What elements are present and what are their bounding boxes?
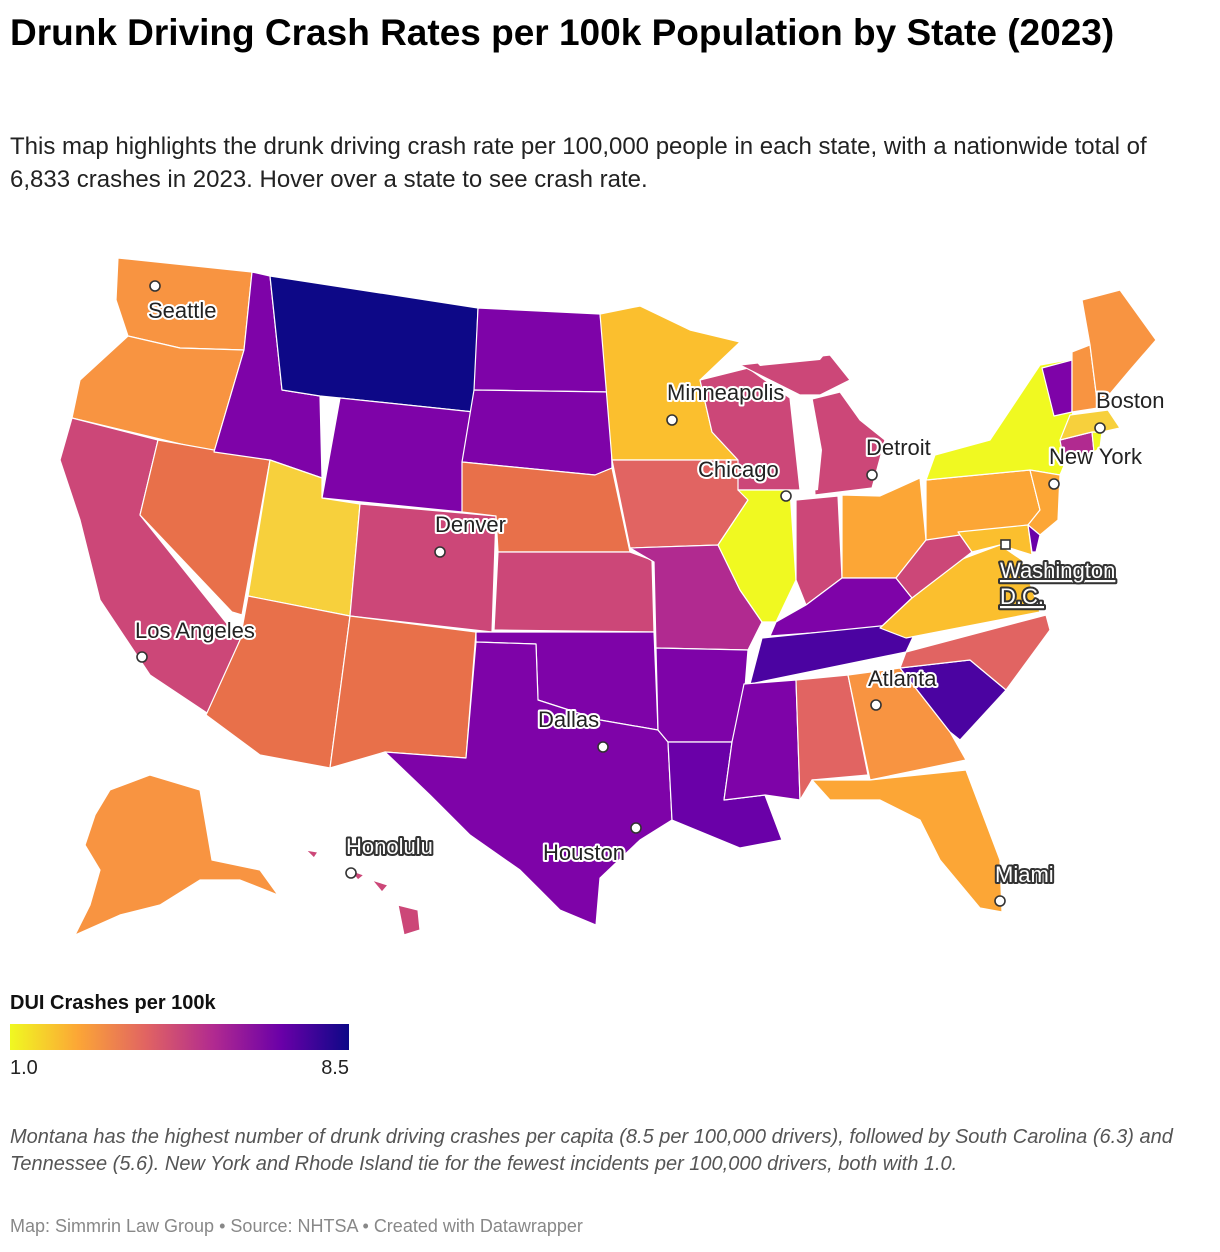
city-marker-atlanta[interactable]: Atlanta xyxy=(866,664,939,711)
city-label-seattle: Seattle xyxy=(148,298,217,323)
state-alabama[interactable] xyxy=(795,674,869,801)
state-maryland[interactable] xyxy=(957,524,1033,556)
footer-tool[interactable]: Created with Datawrapper xyxy=(373,1216,583,1236)
city-dot xyxy=(149,280,161,292)
city-label-boston: Boston xyxy=(1096,388,1165,413)
city-label-miami: Miami xyxy=(995,862,1054,887)
legend-gradient-bar xyxy=(10,1024,349,1050)
footer-map-credit: Map: Simmrin Law Group xyxy=(10,1216,215,1236)
city-label-detroit: Detroit xyxy=(866,435,931,460)
city-marker-seattle[interactable]: Seattle xyxy=(146,280,219,325)
chart-description: This map highlights the drunk driving cr… xyxy=(10,133,1147,193)
city-label-honolulu: Honolulu xyxy=(346,834,433,859)
state-new-mexico[interactable] xyxy=(329,615,477,769)
capital-marker-icon xyxy=(1000,539,1011,550)
city-dot xyxy=(780,490,792,502)
city-label-dallas: Dallas xyxy=(538,707,599,732)
state-texas[interactable] xyxy=(384,641,673,926)
city-marker-denver[interactable]: Denver xyxy=(433,510,508,558)
city-label-chicago: Chicago xyxy=(698,457,779,482)
footer-separator: • xyxy=(219,1216,226,1236)
city-marker-houston[interactable]: Houston xyxy=(541,822,642,867)
city-marker-detroit[interactable]: Detroit xyxy=(864,433,933,481)
city-marker-chicago[interactable]: Chicago xyxy=(696,455,792,502)
city-dot xyxy=(136,651,148,663)
city-marker-miami[interactable]: Miami xyxy=(993,860,1056,907)
city-dot xyxy=(630,822,642,834)
color-legend: DUI Crashes per 100k 1.0 8.5 xyxy=(10,990,370,1085)
state-north-dakota[interactable] xyxy=(473,307,611,393)
state-florida[interactable] xyxy=(811,769,1003,913)
legend-max-label: 8.5 xyxy=(321,1057,349,1079)
city-dot xyxy=(1048,478,1060,490)
footer-separator: • xyxy=(362,1216,369,1236)
legend-min-label: 1.0 xyxy=(10,1057,38,1079)
state-hawaii[interactable] xyxy=(305,849,421,936)
state-delaware[interactable] xyxy=(1027,524,1041,553)
state-illinois[interactable] xyxy=(717,489,797,623)
city-marker-los-angeles[interactable]: Los Angeles xyxy=(133,616,257,663)
lake-superior xyxy=(745,348,830,366)
city-marker-minneapolis[interactable]: Minneapolis xyxy=(665,378,786,426)
city-dot xyxy=(434,546,446,558)
state-north-carolina[interactable] xyxy=(899,614,1051,691)
city-label-los-angeles: Los Angeles xyxy=(135,618,255,643)
city-marker-honolulu[interactable]: Honolulu xyxy=(344,832,435,879)
city-label-denver: Denver xyxy=(435,512,506,537)
state-georgia[interactable] xyxy=(847,667,967,781)
city-label-atlanta: Atlanta xyxy=(868,666,937,691)
state-south-dakota[interactable] xyxy=(461,389,613,476)
legend-title: DUI Crashes per 100k xyxy=(10,992,216,1014)
city-label-minneapolis: Minneapolis xyxy=(667,380,784,405)
city-marker-dallas[interactable]: Dallas xyxy=(536,705,609,753)
chart-notes: Montana has the highest number of drunk … xyxy=(10,1126,1173,1175)
state-montana[interactable] xyxy=(269,275,479,413)
state-kansas[interactable] xyxy=(493,551,655,633)
city-dot xyxy=(597,741,609,753)
city-label-houston: Houston xyxy=(543,840,625,865)
lake-michigan xyxy=(798,395,822,492)
footer-source[interactable]: Source: NHTSA xyxy=(230,1216,358,1236)
city-marker-boston[interactable]: Boston xyxy=(1094,386,1167,434)
city-dot xyxy=(994,895,1006,907)
city-label-washington-dc: Washington D.C. xyxy=(1000,558,1122,609)
city-dot xyxy=(870,699,882,711)
chart-title: Drunk Driving Crash Rates per 100k Popul… xyxy=(10,12,1115,53)
us-choropleth-map: Seattle Minneapolis Boston Detroit Chica… xyxy=(0,235,1220,955)
city-dot xyxy=(866,469,878,481)
city-dot xyxy=(666,414,678,426)
state-alaska[interactable] xyxy=(74,774,279,936)
city-marker-washington-dc[interactable]: Washington D.C. xyxy=(998,539,1122,611)
chart-footer: Map: Simmrin Law Group • Source: NHTSA •… xyxy=(10,1216,583,1237)
state-wyoming[interactable] xyxy=(321,397,475,513)
city-label-new-york: New York xyxy=(1049,444,1143,469)
state-maine[interactable] xyxy=(1081,289,1157,409)
state-arkansas[interactable] xyxy=(655,647,749,743)
city-marker-new-york[interactable]: New York xyxy=(1047,442,1145,490)
city-dot xyxy=(1094,422,1106,434)
city-dot xyxy=(345,867,357,879)
